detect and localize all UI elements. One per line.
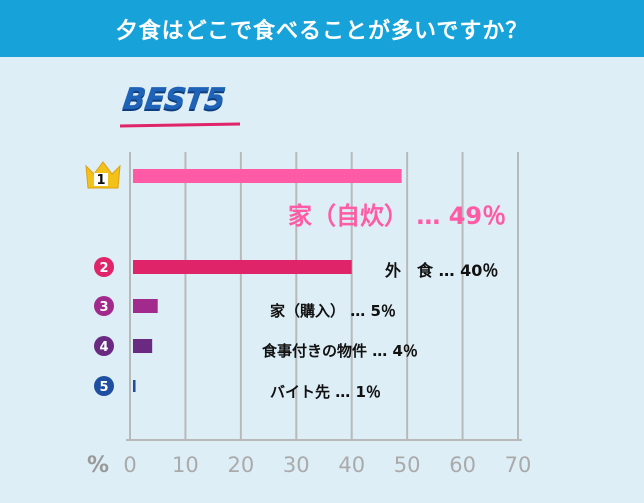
rank-number: 4 — [99, 340, 108, 355]
x-axis-unit: % — [87, 453, 109, 478]
rank-number: 5 — [99, 380, 108, 395]
x-tick-label: 20 — [227, 453, 254, 477]
data-label: 家（自炊） … 49％ — [288, 202, 506, 230]
rank-circle-icon — [94, 336, 114, 356]
x-tick-label: 10 — [172, 453, 199, 477]
rank-circle-icon — [94, 376, 114, 396]
x-tick-label: 60 — [449, 453, 476, 477]
x-tick-label: 50 — [394, 453, 421, 477]
header-bar: 夕食はどこで食べることが多いですか？ — [0, 0, 644, 57]
x-tick-label: 0 — [123, 453, 136, 477]
rank-number: 2 — [99, 261, 108, 276]
bar-5 — [133, 380, 136, 392]
x-tick-label: 40 — [338, 453, 365, 477]
data-label: 食事付きの物件 … 4％ — [262, 342, 418, 360]
data-label: 家（購入） … 5％ — [270, 302, 396, 320]
bar-4 — [133, 339, 153, 353]
page-title: 夕食はどこで食べることが多いですか？ — [115, 18, 529, 44]
x-tick-label: 70 — [505, 453, 532, 477]
bar-3 — [133, 299, 158, 313]
x-tick-label: 30 — [283, 453, 310, 477]
rank-number: 3 — [99, 300, 108, 315]
data-label: バイト先 … 1％ — [270, 383, 381, 401]
rank-number: 1 — [96, 173, 105, 188]
best5-underline-icon — [119, 122, 241, 128]
rank-circle-icon — [94, 257, 114, 277]
data-label: 外 食 … 40％ — [384, 261, 498, 280]
crown-plate — [94, 173, 108, 186]
bar-2 — [133, 260, 352, 274]
bar-1 — [133, 169, 402, 183]
rank-circle-icon — [94, 296, 114, 316]
